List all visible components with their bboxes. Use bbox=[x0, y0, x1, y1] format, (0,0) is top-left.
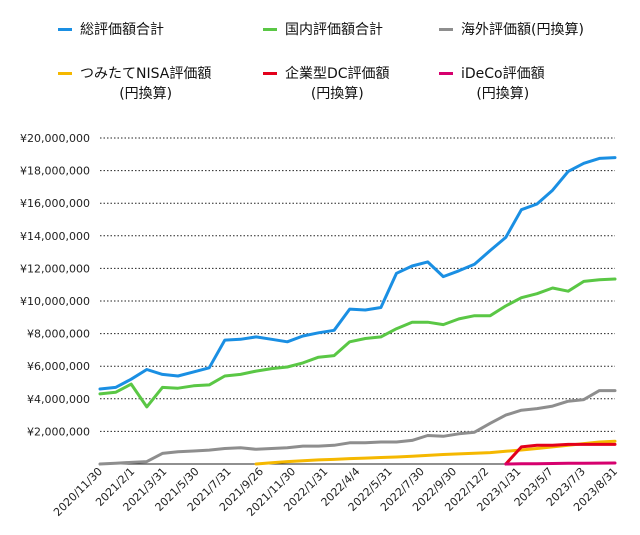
y-tick-label: ¥12,000,000 bbox=[20, 262, 90, 275]
legend-label: つみたてNISA評価額 (円換算) bbox=[80, 66, 212, 102]
series-line bbox=[98, 277, 617, 409]
y-tick-label: ¥18,000,000 bbox=[20, 165, 90, 178]
series-line bbox=[98, 389, 617, 466]
y-tick-label: ¥8,000,000 bbox=[27, 328, 90, 341]
x-tick-label: 2020/11/30 bbox=[51, 465, 105, 519]
series-line bbox=[98, 156, 617, 391]
series-line bbox=[504, 442, 617, 466]
legend-item: 総評価額合計 bbox=[58, 20, 164, 40]
legend-label: iDeCo評価額 (円換算) bbox=[461, 66, 545, 102]
legend-swatch bbox=[263, 72, 277, 75]
y-tick-label: ¥4,000,000 bbox=[27, 393, 90, 406]
y-tick-label: ¥2,000,000 bbox=[27, 425, 90, 438]
legend-swatch bbox=[263, 28, 277, 31]
y-tick-label: ¥20,000,000 bbox=[20, 132, 90, 145]
legend-label: 企業型DC評価額 (円換算) bbox=[285, 66, 390, 102]
series-lines bbox=[98, 156, 617, 466]
legend-item: 国内評価額合計 bbox=[263, 20, 383, 40]
legend-item: 企業型DC評価額 (円換算) bbox=[263, 64, 390, 104]
legend-label: 海外評価額(円換算) bbox=[461, 22, 584, 38]
legend-swatch bbox=[439, 28, 453, 31]
legend-swatch bbox=[58, 28, 72, 31]
x-axis-ticks: 2020/11/302021/2/12021/3/312021/5/302021… bbox=[51, 465, 620, 519]
y-tick-label: ¥14,000,000 bbox=[20, 230, 90, 243]
y-tick-label: ¥10,000,000 bbox=[20, 295, 90, 308]
y-tick-label: ¥16,000,000 bbox=[20, 197, 90, 210]
legend-item: 海外評価額(円換算) bbox=[439, 20, 584, 40]
y-axis-ticks: ¥2,000,000 ¥4,000,000 ¥6,000,000 ¥8,000,000… bbox=[20, 132, 90, 438]
series-line bbox=[504, 461, 617, 466]
legend-swatch bbox=[439, 72, 453, 75]
legend-swatch bbox=[58, 72, 72, 75]
legend-item: iDeCo評価額 (円換算) bbox=[439, 64, 545, 104]
legend-label: 国内評価額合計 bbox=[285, 22, 383, 38]
legend-item: つみたてNISA評価額 (円換算) bbox=[58, 64, 211, 104]
legend-label: 総評価額合計 bbox=[80, 22, 164, 38]
y-tick-label: ¥6,000,000 bbox=[27, 360, 90, 373]
